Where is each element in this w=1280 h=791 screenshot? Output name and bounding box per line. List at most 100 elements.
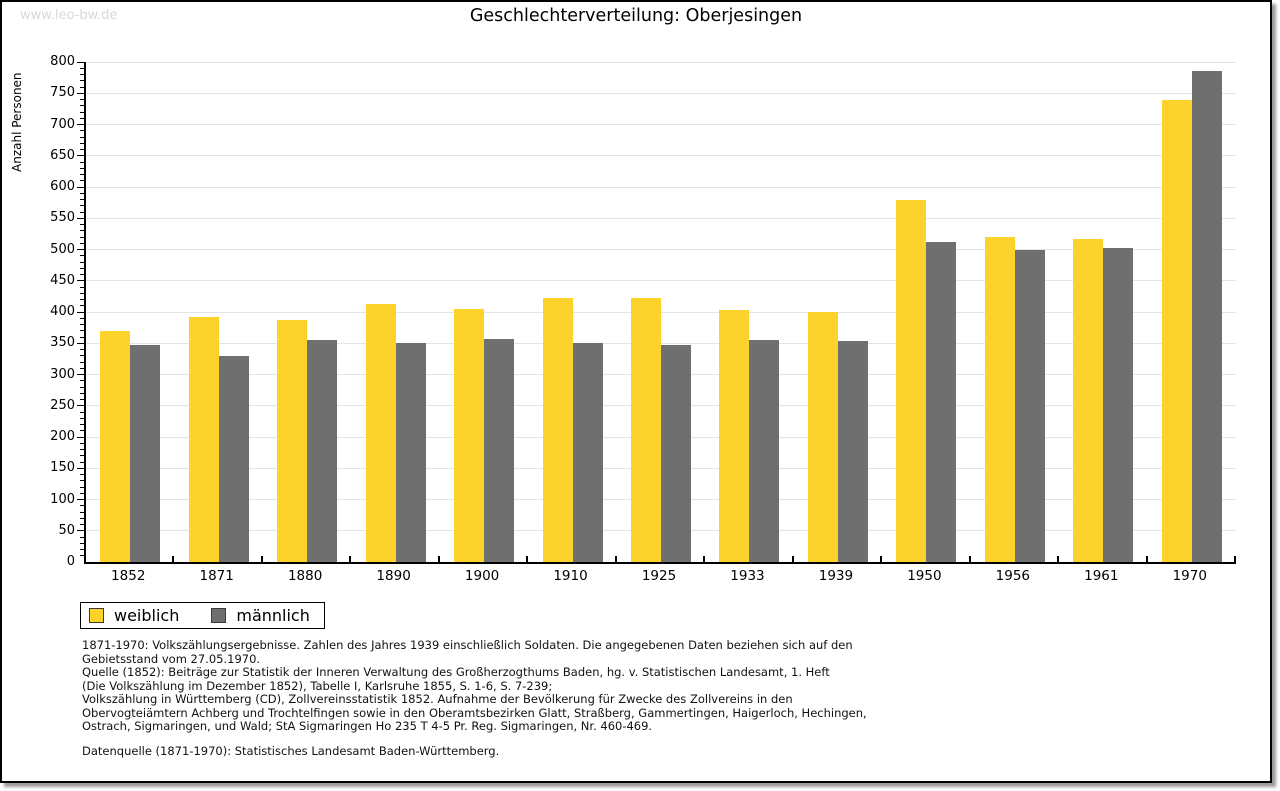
- x-axis-boundary-tick: [1145, 556, 1148, 562]
- y-axis-major-tick: [77, 342, 84, 344]
- bar-männlich-1956: [1014, 249, 1045, 562]
- bar-männlich-1933: [749, 340, 780, 562]
- legend-label-maennlich: männlich: [236, 606, 310, 625]
- bar-weiblich-1880: [277, 320, 308, 562]
- bar-männlich-1939: [837, 341, 868, 562]
- y-axis-minor-tick: [80, 536, 84, 538]
- x-axis-label-1900: 1900: [464, 568, 500, 584]
- y-axis-tick-label: 300: [50, 366, 75, 382]
- y-axis-major-tick: [77, 499, 84, 500]
- chart-title: Geschlechterverteilung: Oberjesingen: [469, 6, 803, 26]
- footnote-line: 1871-1970: Volkszählungsergebnisse. Zahl…: [82, 638, 853, 652]
- legend-label-weiblich: weiblich: [114, 606, 180, 625]
- footnote-line: Ostrach, Sigmaringen, und Wald; StA Sigm…: [82, 719, 653, 733]
- bar-weiblich-1950: [896, 200, 927, 562]
- x-axis-label-1871: 1871: [199, 568, 234, 584]
- y-axis-minor-tick: [80, 299, 84, 300]
- y-axis-tick-label: 750: [50, 85, 75, 101]
- bar-weiblich-1956: [984, 237, 1015, 562]
- x-axis-label-1939: 1939: [818, 568, 854, 584]
- x-axis-boundary-tick: [526, 556, 529, 562]
- gridline: [86, 124, 1236, 125]
- y-axis-minor-tick: [80, 555, 84, 557]
- y-axis-title: Anzahl Personen: [10, 72, 24, 172]
- y-axis-minor-tick: [80, 86, 84, 88]
- y-axis-minor-tick: [80, 517, 84, 519]
- y-axis-minor-tick: [80, 99, 84, 100]
- y-axis-minor-tick: [80, 130, 84, 132]
- bar-weiblich-1852: [100, 330, 131, 562]
- y-axis-minor-tick: [80, 167, 84, 169]
- y-axis-major-tick: [77, 280, 84, 282]
- y-axis-minor-tick: [80, 105, 84, 107]
- x-axis-boundary-tick: [260, 556, 263, 562]
- legend: weiblich männlich: [80, 602, 325, 629]
- bar-weiblich-1925: [631, 298, 661, 562]
- y-axis-major-tick: [77, 249, 84, 250]
- bar-weiblich-1939: [807, 312, 838, 562]
- y-axis-major-tick: [77, 530, 84, 532]
- y-axis-minor-tick: [80, 386, 84, 388]
- y-axis-minor-tick: [80, 292, 84, 294]
- y-axis-minor-tick: [80, 549, 84, 550]
- footnote-line: Quelle (1852): Beiträge zur Statistik de…: [82, 665, 830, 679]
- y-axis-minor-tick: [80, 142, 84, 144]
- watermark: www.leo-bw.de: [20, 8, 118, 23]
- y-axis-minor-tick: [80, 149, 84, 150]
- x-axis-label-1970: 1970: [1172, 568, 1207, 584]
- x-axis-label-1956: 1956: [995, 568, 1031, 584]
- y-axis-minor-tick: [80, 480, 84, 482]
- y-axis-minor-tick: [80, 442, 84, 444]
- y-axis-tick-label: 500: [50, 241, 75, 257]
- gridline: [86, 342, 1236, 344]
- bar-männlich-1852: [130, 344, 161, 562]
- bar-weiblich-1900: [454, 308, 485, 562]
- y-axis-major-tick: [77, 61, 84, 63]
- y-axis-tick-label: 800: [50, 54, 75, 69]
- y-axis-minor-tick: [80, 430, 84, 432]
- y-axis-minor-tick: [80, 424, 84, 425]
- x-axis-boundary-tick: [1234, 556, 1236, 562]
- y-axis-minor-tick: [80, 161, 84, 163]
- x-axis-boundary-tick: [968, 556, 971, 562]
- y-axis-minor-tick: [80, 174, 84, 175]
- x-axis-boundary-tick: [1057, 556, 1060, 562]
- y-axis-tick-label: 450: [50, 272, 75, 288]
- y-axis-minor-tick: [80, 417, 84, 419]
- datasource-note: Datenquelle (1871-1970): Statistisches L…: [82, 744, 500, 758]
- maennlich-swatch-icon: [211, 608, 227, 623]
- legend-item-maennlich: männlich: [211, 606, 310, 625]
- x-axis-boundary-tick: [437, 556, 440, 562]
- y-axis-minor-tick: [80, 205, 84, 207]
- x-axis-label-1910: 1910: [553, 568, 588, 584]
- y-axis-minor-tick: [80, 492, 84, 494]
- y-axis-minor-tick: [80, 117, 84, 119]
- y-axis-minor-tick: [80, 111, 84, 113]
- y-axis-minor-tick: [80, 230, 84, 232]
- y-axis-minor-tick: [80, 380, 84, 382]
- bar-männlich-1950: [926, 242, 957, 562]
- bar-weiblich-1910: [542, 298, 573, 562]
- y-axis-minor-tick: [80, 74, 84, 75]
- y-axis-minor-tick: [80, 192, 84, 194]
- x-axis-label-1933: 1933: [730, 568, 765, 584]
- gridline: [86, 61, 1236, 63]
- y-axis-minor-tick: [80, 330, 84, 332]
- y-axis-minor-tick: [80, 199, 84, 200]
- x-axis-boundary-tick: [349, 556, 352, 562]
- y-axis-minor-tick: [80, 511, 84, 513]
- y-axis-minor-tick: [80, 236, 84, 238]
- y-axis-major-tick: [77, 155, 84, 157]
- y-axis-tick-label: 0: [66, 554, 75, 569]
- y-axis-tick-label: 150: [50, 460, 75, 476]
- y-axis-minor-tick: [80, 211, 84, 213]
- gridline: [86, 249, 1236, 250]
- x-axis-label-1961: 1961: [1084, 568, 1119, 584]
- y-axis-minor-tick: [80, 286, 84, 288]
- y-axis-minor-tick: [80, 355, 84, 357]
- y-axis-minor-tick: [80, 224, 84, 225]
- y-axis-major-tick: [77, 217, 84, 219]
- weiblich-swatch-icon: [89, 608, 104, 623]
- bar-männlich-1871: [218, 355, 249, 562]
